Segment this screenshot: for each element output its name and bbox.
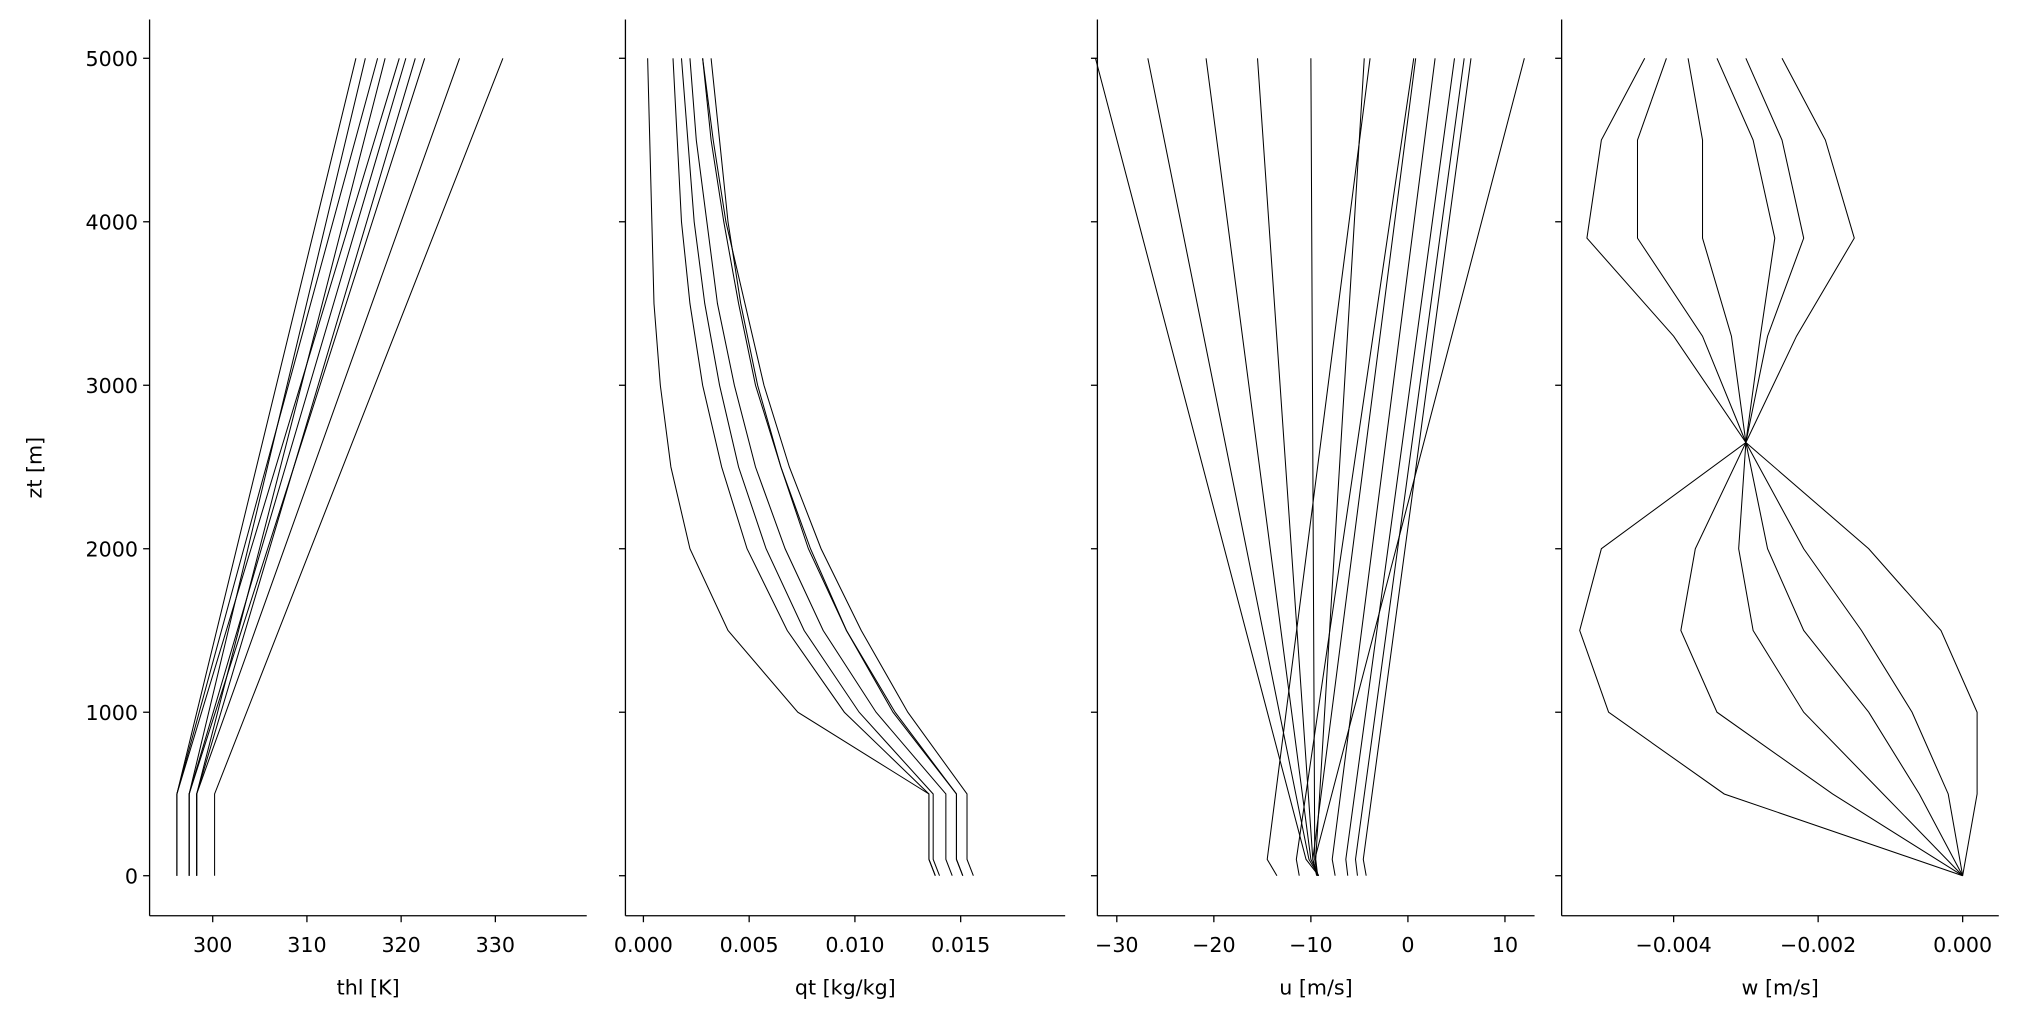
x-tick-label: −0.004	[1635, 933, 1711, 957]
profile-line	[196, 58, 461, 876]
profile-line	[1354, 58, 1465, 876]
y-tick-label: 3000	[85, 374, 138, 398]
x-tick-label: 330	[476, 933, 515, 957]
profile-line	[188, 58, 366, 876]
profile-line	[188, 58, 407, 876]
x-tick-label: 0.010	[825, 933, 884, 957]
profile-line	[1266, 58, 1371, 876]
profile-line	[1331, 58, 1436, 876]
x-tick-label: −30	[1095, 933, 1139, 957]
x-tick-label: 0.000	[1933, 933, 1992, 957]
profile-line	[1314, 58, 1525, 876]
x-axis-label: w [m/s]	[1742, 975, 1819, 999]
profile-line	[1295, 58, 1415, 876]
x-tick-label: −20	[1192, 933, 1236, 957]
profile-line	[672, 58, 936, 876]
profile-line	[710, 58, 964, 876]
profile-line	[702, 58, 964, 876]
profile-line	[1315, 58, 1365, 876]
profile-line	[1312, 58, 1417, 876]
profile-line	[1094, 58, 1320, 877]
x-tick-label: −0.002	[1780, 933, 1856, 957]
x-tick-label: 0.000	[614, 933, 673, 957]
profile-line	[680, 58, 941, 876]
profile-line	[176, 58, 400, 876]
x-axis-label: u [m/s]	[1279, 975, 1353, 999]
x-tick-label: 300	[193, 933, 232, 957]
profile-line	[1147, 58, 1320, 876]
y-tick-label: 4000	[85, 211, 138, 235]
x-tick-label: −10	[1289, 933, 1333, 957]
x-tick-label: 10	[1492, 933, 1518, 957]
y-tick-label: 5000	[85, 47, 138, 71]
y-axis-label: zt [m]	[22, 437, 46, 499]
x-tick-label: 0	[1401, 933, 1414, 957]
profile-line	[1362, 58, 1472, 876]
y-tick-label: 2000	[85, 537, 138, 561]
x-axis-label: thl [K]	[337, 975, 400, 999]
profile-line	[214, 58, 504, 876]
profile-line	[1205, 58, 1320, 876]
profile-line	[1716, 58, 1964, 877]
x-axis-label: qt [kg/kg]	[795, 975, 896, 999]
profile-line	[1586, 58, 1978, 876]
profile-line	[702, 58, 974, 876]
x-tick-label: 310	[287, 933, 326, 957]
profile-line	[1579, 58, 1963, 877]
profile-line	[196, 58, 386, 876]
profile-line	[196, 58, 416, 876]
profile-line	[188, 58, 426, 876]
profile-line	[689, 58, 953, 876]
profile-line	[1345, 58, 1456, 876]
profile-line	[1636, 58, 1964, 876]
y-tick-label: 0	[125, 864, 138, 888]
x-tick-label: 0.005	[720, 933, 779, 957]
x-tick-label: 0.015	[931, 933, 990, 957]
x-tick-label: 320	[381, 933, 420, 957]
y-tick-label: 1000	[85, 701, 138, 725]
profile-line	[1687, 58, 1964, 876]
profile-line	[1680, 58, 1963, 877]
